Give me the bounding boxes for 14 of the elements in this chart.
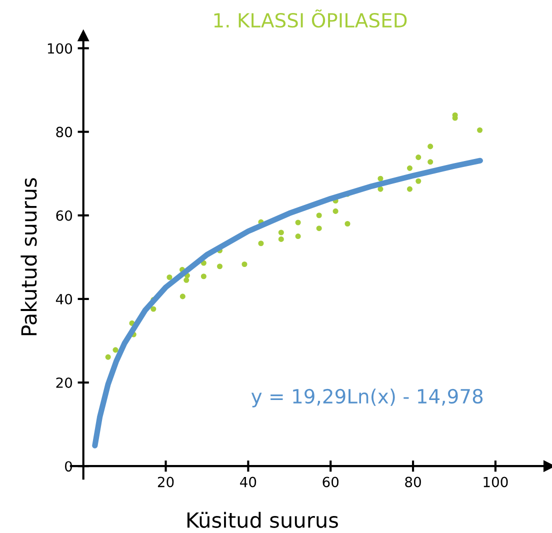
x-tick-label: 40 [240, 476, 256, 488]
x-tick-label: 80 [405, 476, 421, 488]
y-axis-title: Pakutud suurus [20, 178, 37, 336]
x-tick-label: 60 [322, 476, 339, 488]
y-tick-label: 100 [48, 43, 72, 54]
y-tick-label: 60 [56, 210, 72, 221]
x-tick-label: 100 [484, 476, 508, 488]
chart-title: 1. KLASSI ÕPILASED [214, 10, 407, 28]
x-tick-label: 20 [158, 476, 174, 488]
y-tick-label: 40 [56, 294, 72, 304]
annotation: y = 19,29Ln(x) - 14,978 [251, 388, 483, 408]
y-tick-label: 80 [56, 126, 72, 138]
y-tick-label: 20 [56, 377, 72, 388]
x-axis-title: Küsitud suurus [187, 512, 338, 528]
